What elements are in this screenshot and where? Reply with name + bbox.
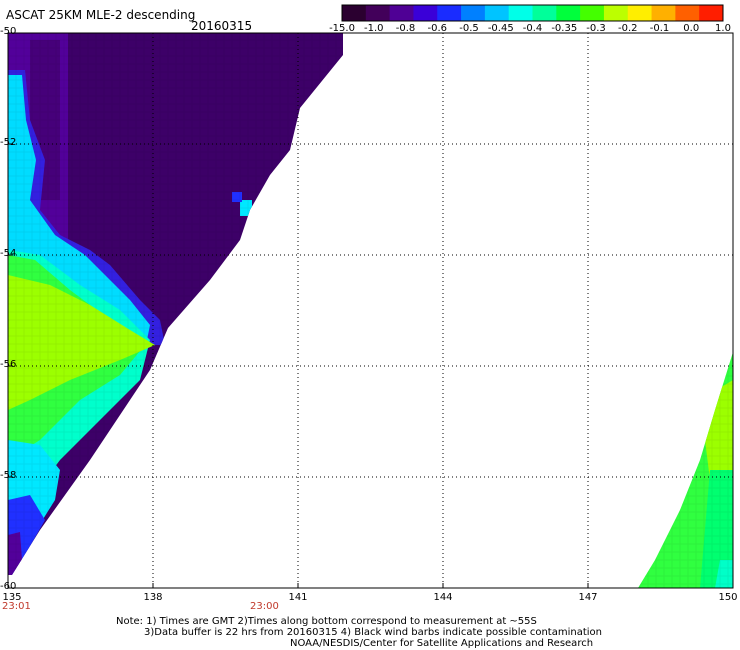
colorbar-swatch xyxy=(580,5,605,21)
colorbar-label: -0.5 xyxy=(459,23,479,34)
colorbar-label: -0.6 xyxy=(427,23,448,34)
colorbar-swatch xyxy=(437,5,462,21)
colorbar-label: -0.45 xyxy=(487,23,514,34)
colorbar-label: -1.0 xyxy=(363,23,384,34)
colorbar-swatch xyxy=(484,5,510,21)
colorbar-label: -0.8 xyxy=(395,23,416,34)
longitude-label: 147 xyxy=(578,592,598,603)
map-title: ASCAT 25KM MLE-2 descending xyxy=(6,8,196,22)
time-label-start: 23:01 xyxy=(2,601,31,612)
longitude-label: 144 xyxy=(433,592,453,603)
colorbar-label: -0.35 xyxy=(551,23,578,34)
colorbar-swatch xyxy=(627,5,653,21)
longitude-label: 138 xyxy=(143,592,163,603)
colorbar-swatch xyxy=(342,5,367,21)
note-line-3: NOAA/NESDIS/Center for Satellite Applica… xyxy=(290,638,594,649)
colorbar-swatch xyxy=(389,5,414,21)
latitude-label: -50 xyxy=(0,26,17,37)
longitude-label: 150 xyxy=(718,592,738,603)
east-swath xyxy=(638,352,733,588)
colorbar-swatch xyxy=(413,5,438,21)
colorbar-swatch xyxy=(603,5,629,21)
colorbar-swatch xyxy=(699,5,724,21)
colorbar-swatch xyxy=(675,5,700,21)
colorbar-swatch xyxy=(556,5,581,21)
latitude-label: -58 xyxy=(0,470,17,481)
grid-lines xyxy=(8,33,733,588)
map-date: 20160315 xyxy=(191,19,253,33)
colorbar-swatch xyxy=(651,5,676,21)
note-line-1: Note: 1) Times are GMT 2)Times along bot… xyxy=(116,616,537,627)
colorbar-label: -0.2 xyxy=(617,23,638,34)
colorbar-swatch xyxy=(532,5,557,21)
colorbar-label: -0.1 xyxy=(649,23,670,34)
colorbar-swatch xyxy=(461,5,486,21)
colorbar-label: -0.4 xyxy=(522,23,543,34)
latitude-label: -52 xyxy=(0,137,17,148)
colorbar-swatch xyxy=(508,5,533,21)
time-label-mid: 23:00 xyxy=(250,601,279,612)
colorbar xyxy=(341,4,724,22)
latitude-label: -54 xyxy=(0,248,17,259)
colorbar-label: -0.3 xyxy=(586,23,606,34)
west-swath xyxy=(8,33,343,575)
longitude-label: 141 xyxy=(288,592,308,603)
colorbar-swatch xyxy=(365,5,391,21)
colorbar-label: 1.0 xyxy=(715,23,731,34)
colorbar-label: 0.0 xyxy=(683,23,700,34)
latitude-label: -56 xyxy=(0,359,17,370)
colorbar-label: -15.0 xyxy=(329,23,355,34)
map-panel xyxy=(7,32,734,589)
longitude-label: 135 xyxy=(2,592,22,603)
colorbar-swatches xyxy=(342,5,724,21)
note-line-2: 3)Data buffer is 22 hrs from 20160315 4)… xyxy=(144,627,602,638)
latitude-label: -60 xyxy=(0,581,17,592)
axis-ticks xyxy=(7,32,734,589)
